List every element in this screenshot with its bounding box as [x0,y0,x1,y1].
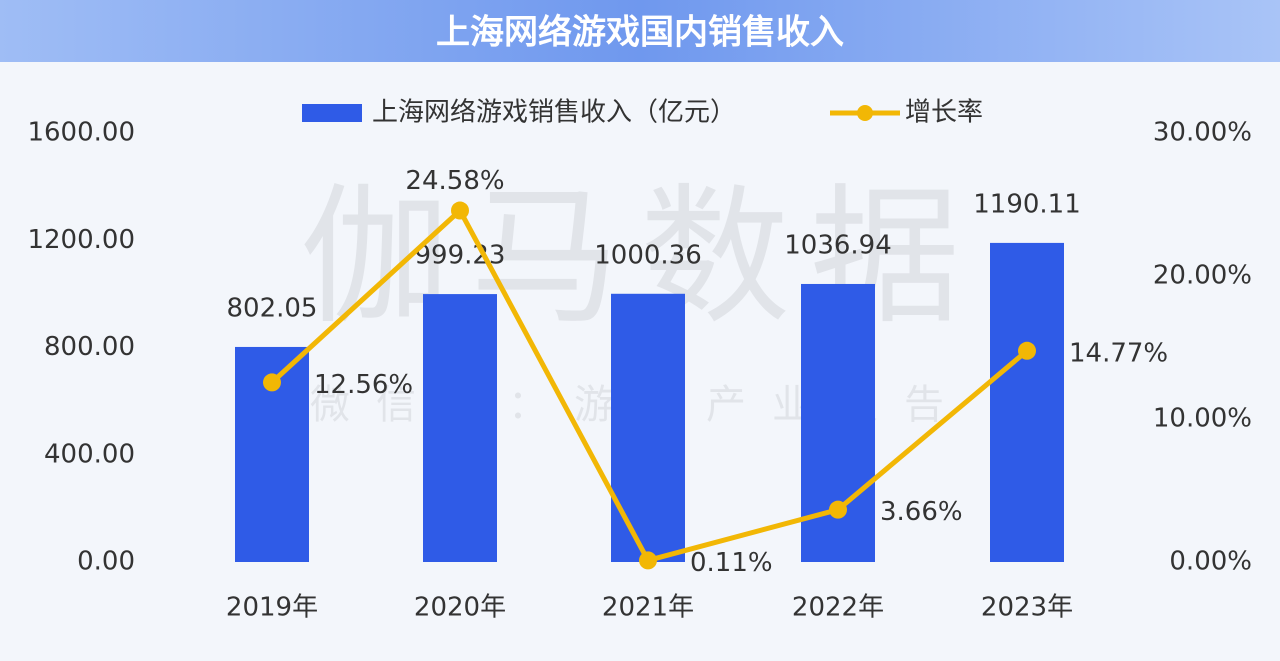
y-tick-label: 400.00 [44,439,135,469]
y2-tick-label: 10.00% [1153,404,1252,434]
chart-title: 上海网络游戏国内销售收入 [436,13,844,53]
y-tick-label: 1200.00 [27,225,135,255]
data-label: 1190.11 [973,189,1081,219]
bar [423,294,497,562]
legend-label: 上海网络游戏销售收入（亿元） [372,98,736,128]
data-label: 0.11% [690,548,773,578]
bar [801,283,875,562]
x-tick-label: 2022年 [792,593,884,623]
data-label: 802.05 [227,293,318,323]
data-label: 1036.94 [784,230,892,260]
bar [990,242,1064,563]
y-tick-label: 800.00 [44,332,135,362]
line-marker [829,500,847,519]
data-label: 3.66% [880,497,963,527]
x-tick-label: 2023年 [981,593,1073,623]
data-label: 24.58% [405,166,504,196]
line-marker [451,201,469,220]
line-marker [639,551,657,570]
legend-label: 增长率 [905,98,983,128]
x-tick-label: 2020年 [414,593,506,623]
bar [611,293,685,562]
data-label: 14.77% [1069,338,1168,368]
data-label: 12.56% [314,370,413,400]
data-label: 1000.36 [594,240,702,270]
line-marker [263,373,281,392]
x-tick-label: 2019年 [226,593,318,623]
y2-tick-label: 20.00% [1153,261,1252,291]
y2-tick-label: 0.00% [1169,547,1252,577]
y-tick-label: 1600.00 [27,118,135,148]
y2-tick-label: 30.00% [1153,118,1252,148]
line-marker [1018,341,1036,360]
legend-swatch [302,104,362,122]
title-bar [0,0,1280,62]
legend-swatch [857,105,873,121]
y-tick-label: 0.00 [77,547,135,577]
x-tick-label: 2021年 [602,593,694,623]
